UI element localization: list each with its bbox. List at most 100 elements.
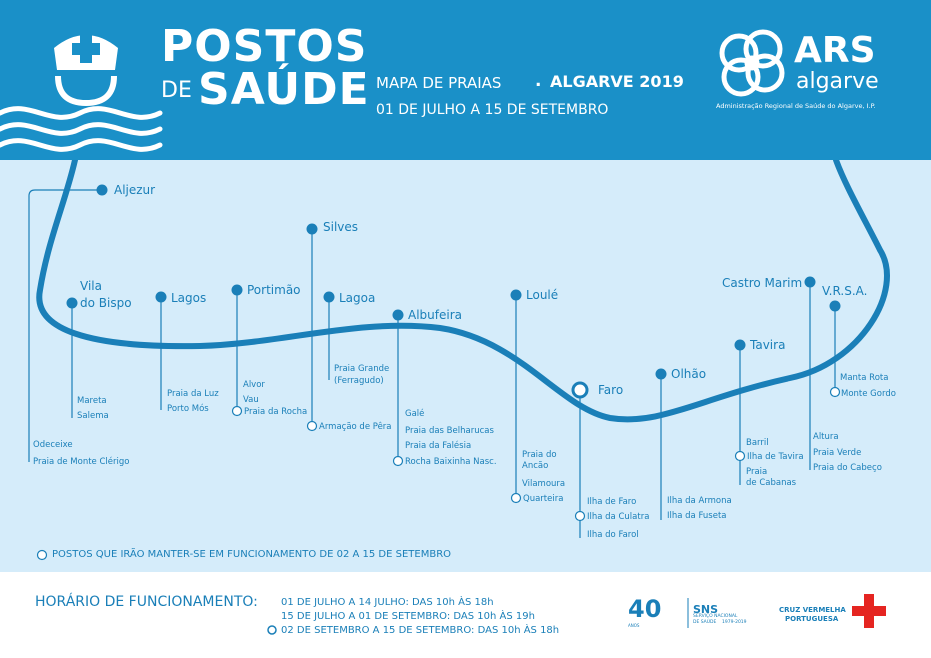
portimao-dot: [231, 284, 243, 296]
hours-line-2: 15 DE JULHO A 01 DE SETEMBRO: DAS 10h ÀS…: [281, 611, 535, 622]
olhao-dot: [655, 368, 667, 380]
subtitle-dates: 01 DE JULHO A 15 DE SETEMBRO: [376, 102, 609, 118]
sns-anos: ANOS: [628, 623, 640, 628]
beach-ilha-do-farol: Ilha do Farol: [587, 530, 639, 540]
beach-altura: Altura: [813, 432, 839, 442]
sns-sub-2: DE SAÚDE: [693, 620, 717, 625]
legend-marker: [36, 549, 48, 561]
town-aljezur: Aljezur: [114, 183, 156, 197]
cruz-vermelha-2: PORTUGUESA: [785, 615, 839, 623]
town-castro-marim: Castro Marim: [722, 276, 803, 290]
page-title-line1: POSTOS: [161, 21, 368, 72]
beach-porto-mos: Porto Mós: [167, 404, 209, 414]
lagoa-dot: [323, 291, 335, 303]
beach-praia-grande: Praia Grande: [334, 364, 390, 374]
page-title-line2: SAÚDE: [198, 64, 370, 115]
footer: [0, 572, 931, 658]
hours-line-1: 01 DE JULHO A 14 JULHO: DAS 10h ÀS 18h: [281, 597, 494, 608]
subtitle-map: MAPA DE PRAIAS: [376, 74, 502, 92]
beach-monte-gordo: Monte Gordo: [841, 389, 896, 399]
town-faro: Faro: [598, 383, 624, 397]
beach-alvor: Alvor: [243, 380, 265, 390]
beach-praia-cabanas-2: de Cabanas: [746, 478, 797, 488]
sns-years: 1979-2019: [722, 620, 747, 625]
town-silves: Silves: [323, 220, 359, 234]
vila-do-bispo-dot: [66, 297, 78, 309]
beach-ilha-da-culatra: Ilha da Culatra: [587, 512, 650, 522]
beach-praia-cabanas-1: Praia: [746, 467, 768, 477]
cruz-vermelha-1: CRUZ VERMELHA: [779, 606, 846, 614]
beach-monte-clerigo: Praia de Monte Clérigo: [33, 457, 130, 467]
rocha-baixinha-marker: [392, 455, 404, 467]
town-olhao: Olhão: [671, 367, 707, 381]
beach-gale: Galé: [405, 409, 425, 419]
footer-graphics: [267, 594, 886, 635]
beach-manta-rota: Manta Rota: [840, 373, 889, 383]
town-lagos: Lagos: [171, 291, 207, 305]
town-portimao: Portimão: [247, 283, 301, 297]
legend-text: POSTOS QUE IRÃO MANTER-SE EM FUNCIONAMEN…: [52, 549, 452, 560]
town-tavira: Tavira: [750, 338, 786, 352]
beach-ilha-de-tavira: Ilha de Tavira: [747, 452, 804, 462]
header-banner: POSTOS DE SAÚDE MAPA DE PRAIAS . ALGARVE…: [0, 0, 931, 160]
loule-dot: [510, 289, 522, 301]
armacao-de-pera-marker: [306, 420, 318, 432]
beach-belharucas: Praia das Belharucas: [405, 426, 494, 436]
beach-barril: Barril: [746, 438, 769, 448]
beach-vilamoura: Vilamoura: [522, 479, 566, 489]
subtitle-region: ALGARVE 2019: [550, 72, 684, 91]
beach-ilha-de-faro: Ilha de Faro: [587, 497, 637, 507]
sns-sub-1: SERVIÇO NACIONAL: [693, 614, 738, 619]
vrsa-dot: [829, 300, 841, 312]
route-main-line: [36, 160, 890, 423]
beach-praia-do-cabeco: Praia do Cabeço: [813, 463, 882, 473]
castro-marim-dot: [804, 276, 816, 288]
quarteira-marker: [510, 492, 522, 504]
lagos-dot: [155, 291, 167, 303]
albufeira-dot: [392, 309, 404, 321]
beach-quarteira: Quarteira: [523, 494, 564, 504]
beach-praia-verde: Praia Verde: [813, 448, 862, 458]
beach-armacao-de-pera: Armação de Pêra: [319, 422, 392, 432]
faro-dot: [571, 381, 589, 399]
page-title-de: DE: [161, 78, 192, 103]
subtitle-dot: .: [535, 71, 542, 91]
town-vila-do-bispo-1: Vila: [80, 279, 102, 293]
beach-praia-do: Praia do: [522, 450, 557, 460]
town-vila-do-bispo-2: do Bispo: [80, 296, 132, 310]
town-lagoa: Lagoa: [339, 291, 376, 305]
beach-ancao: Ancão: [522, 461, 549, 471]
ars-flower-icon: [719, 29, 785, 97]
beach-ilha-da-armona: Ilha da Armona: [667, 496, 732, 506]
sns-40-logo: 40: [628, 595, 662, 623]
hours-line-3: 02 DE SETEMBRO A 15 DE SETEMBRO: DAS 10h…: [281, 625, 560, 636]
ars-region: algarve: [796, 69, 879, 94]
red-cross-icon: [852, 594, 886, 628]
route-lines: [28, 160, 890, 561]
beach-salema: Salema: [77, 411, 109, 421]
aljezur-line: [28, 189, 102, 462]
beach-falesia: Praia da Falésia: [405, 441, 472, 451]
beach-vau: Vau: [243, 395, 259, 405]
ilha-da-culatra-marker: [574, 510, 586, 522]
nurse-logo: [0, 29, 785, 152]
town-vrsa: V.R.S.A.: [822, 284, 868, 298]
sns-label: SNS: [693, 603, 719, 616]
tavira-dot: [734, 339, 746, 351]
waves-icon: [0, 106, 163, 152]
aljezur-dot: [96, 184, 108, 196]
monte-gordo-marker: [829, 386, 841, 398]
beach-rocha-baixinha: Rocha Baixinha Nasc.: [405, 457, 497, 467]
hours-label: HORÁRIO DE FUNCIONAMENTO:: [35, 594, 258, 610]
map-area: [0, 160, 931, 572]
beach-praia-da-rocha: Praia da Rocha: [244, 407, 308, 417]
beach-ilha-da-fuseta: Ilha da Fuseta: [667, 511, 727, 521]
beach-mareta: Mareta: [77, 396, 107, 406]
ars-description: Administração Regional de Saúde do Algar…: [716, 102, 876, 110]
praia-da-rocha-marker: [231, 405, 243, 417]
ilha-de-tavira-marker: [734, 450, 746, 462]
beach-ferragudo: (Ferragudo): [334, 376, 384, 386]
ars-name: ARS: [794, 30, 876, 71]
town-loule: Loulé: [526, 288, 559, 302]
